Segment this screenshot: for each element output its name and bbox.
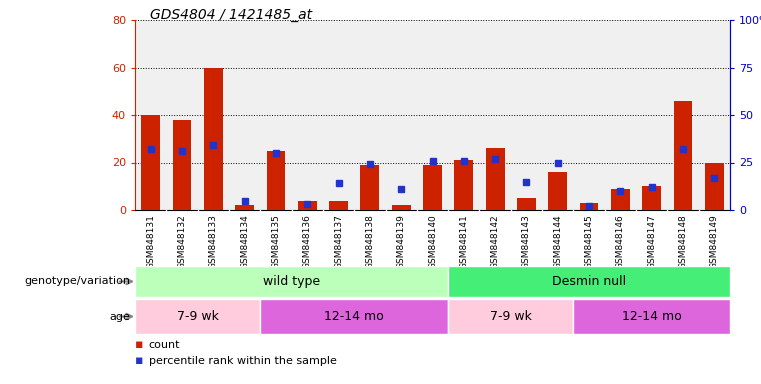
Text: percentile rank within the sample: percentile rank within the sample <box>148 356 336 366</box>
Text: GSM848141: GSM848141 <box>460 214 468 269</box>
Bar <box>142 115 160 210</box>
Bar <box>448 266 730 297</box>
Bar <box>580 203 598 210</box>
Bar <box>392 205 411 210</box>
Text: GSM848148: GSM848148 <box>679 214 687 269</box>
Bar <box>298 200 317 210</box>
Text: GSM848139: GSM848139 <box>396 214 406 269</box>
Text: 7-9 wk: 7-9 wk <box>177 310 218 323</box>
Text: 12-14 mo: 12-14 mo <box>324 310 384 323</box>
Bar <box>673 101 693 210</box>
Text: GDS4804 / 1421485_at: GDS4804 / 1421485_at <box>150 8 312 22</box>
Text: GSM848140: GSM848140 <box>428 214 437 269</box>
Text: GSM848133: GSM848133 <box>209 214 218 269</box>
Text: ▪: ▪ <box>135 354 144 367</box>
Text: GSM848146: GSM848146 <box>616 214 625 269</box>
Bar <box>266 151 285 210</box>
Text: GSM848134: GSM848134 <box>240 214 249 269</box>
Text: ▪: ▪ <box>135 339 144 351</box>
Bar <box>517 198 536 210</box>
Bar <box>549 172 567 210</box>
Text: GSM848149: GSM848149 <box>710 214 719 269</box>
Text: Desmin null: Desmin null <box>552 275 626 288</box>
Text: GSM848135: GSM848135 <box>272 214 280 269</box>
Bar <box>330 200 348 210</box>
Text: count: count <box>148 340 180 350</box>
Bar <box>135 266 448 297</box>
Bar <box>486 148 505 210</box>
Text: GSM848132: GSM848132 <box>177 214 186 269</box>
Bar <box>454 160 473 210</box>
Bar <box>204 68 223 210</box>
Text: GSM848143: GSM848143 <box>522 214 531 269</box>
Text: GSM848144: GSM848144 <box>553 214 562 269</box>
Bar <box>260 299 448 334</box>
Bar <box>611 189 630 210</box>
Bar <box>448 299 574 334</box>
Text: GSM848145: GSM848145 <box>584 214 594 269</box>
Text: genotype/variation: genotype/variation <box>24 276 130 286</box>
Bar <box>361 165 379 210</box>
Text: 7-9 wk: 7-9 wk <box>490 310 532 323</box>
Text: wild type: wild type <box>263 275 320 288</box>
Text: 12-14 mo: 12-14 mo <box>622 310 682 323</box>
Text: GSM848138: GSM848138 <box>365 214 374 269</box>
Text: GSM848147: GSM848147 <box>647 214 656 269</box>
Text: GSM848142: GSM848142 <box>491 214 500 269</box>
Bar <box>642 186 661 210</box>
Bar <box>135 299 260 334</box>
Text: GSM848137: GSM848137 <box>334 214 343 269</box>
Text: GSM848136: GSM848136 <box>303 214 312 269</box>
Bar <box>705 162 724 210</box>
Bar <box>423 165 442 210</box>
Text: age: age <box>109 311 130 321</box>
Text: GSM848131: GSM848131 <box>146 214 155 269</box>
Bar <box>574 299 730 334</box>
Bar <box>173 120 191 210</box>
Bar <box>235 205 254 210</box>
